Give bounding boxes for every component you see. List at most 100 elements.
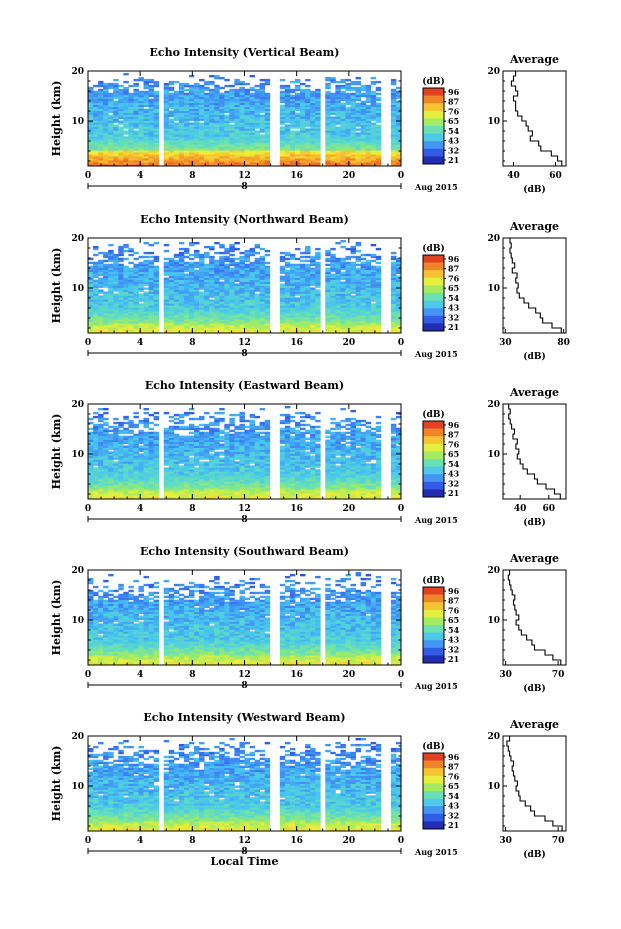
colorbar-tick-label: 54	[448, 625, 460, 635]
x-tick-label: 4	[137, 670, 143, 680]
profile-title: Average	[509, 718, 559, 731]
x-tick-label: 20	[343, 504, 356, 514]
colorbar-tick-label: 65	[448, 615, 459, 625]
y-tick-label: 20	[71, 67, 84, 77]
colorbar-tick-label: 43	[448, 801, 460, 811]
colorbar-segment	[423, 617, 444, 626]
y-axis-label: Height (km)	[50, 248, 63, 324]
colorbar-segment	[423, 466, 444, 475]
colorbar-tick-label: 32	[448, 145, 459, 155]
profile-y-tick-label: 20	[487, 566, 500, 576]
panel-2: Echo Intensity (Northward Beam) 20 10 Heigh…	[50, 213, 570, 362]
profile-y-tick-label: 10	[487, 782, 500, 792]
x-tick-label: 16	[290, 504, 303, 514]
x-tick-label: 0	[398, 171, 404, 181]
x-tick-label: 16	[290, 836, 303, 846]
colorbar-segment	[423, 791, 444, 799]
x-tick-label: 8	[189, 836, 195, 846]
colorbar-tick-label: 96	[448, 752, 460, 762]
panel-1: Echo Intensity (Vertical Beam) 20 10 Height…	[50, 46, 567, 195]
colorbar-segment	[423, 655, 444, 664]
heatmap-title: Echo Intensity (Vertical Beam)	[149, 46, 339, 59]
profile-frame	[502, 403, 567, 500]
colorbar-tick-label: 65	[448, 781, 459, 791]
colorbar-tick-label: 54	[448, 293, 460, 303]
profile-line	[508, 404, 561, 499]
colorbar-tick-label: 43	[448, 635, 460, 645]
x-tick-label: 0	[398, 670, 404, 680]
x-tick-label: 20	[343, 171, 356, 181]
profile-x-tick-label: 40	[507, 171, 520, 181]
colorbar-segment	[423, 88, 444, 96]
heatmap-cells	[88, 405, 402, 500]
profile-y-tick-label: 20	[487, 400, 500, 410]
colorbar-segment	[423, 594, 444, 603]
x-tick-label: 0	[85, 171, 91, 181]
y-tick-label: 10	[71, 782, 84, 792]
colorbar-tick-label: 65	[448, 116, 459, 126]
colorbar-segment	[423, 428, 444, 437]
profile-x-tick-label: 60	[543, 504, 556, 514]
colorbar-tick-label: 21	[448, 820, 459, 830]
heatmap-cells	[88, 737, 402, 832]
colorbar-segment	[423, 118, 444, 127]
date-suffix: Aug 2015	[414, 349, 458, 359]
profile-frame	[502, 237, 567, 334]
x-tick-label: 0	[85, 338, 91, 348]
colorbar-tick-label: 87	[448, 97, 459, 107]
x-tick-label: 16	[290, 338, 303, 348]
profile-x-tick-label: 30	[499, 338, 512, 348]
colorbar-tick-label: 87	[448, 264, 459, 274]
colorbar-tick-label: 87	[448, 762, 459, 772]
colorbar-tick-label: 65	[448, 283, 459, 293]
colorbar-segment	[423, 293, 444, 301]
profile-x-tick-label: 70	[552, 670, 565, 680]
panel-4: Echo Intensity (Southward Beam) 20 10 Heigh…	[50, 545, 567, 694]
x-tick-label: 8	[189, 670, 195, 680]
colorbar-segment	[423, 451, 444, 460]
colorbar-segment	[423, 806, 444, 815]
colorbar-segment	[423, 798, 444, 807]
colorbar-segment	[423, 768, 444, 777]
x-tick-label: 8	[189, 504, 195, 514]
x-tick-label: 12	[238, 670, 251, 680]
heatmap-cells	[88, 571, 402, 666]
y-tick-label: 20	[71, 566, 84, 576]
y-axis-label: Height (km)	[50, 414, 63, 490]
profile-x-tick-label: 30	[499, 836, 512, 846]
colorbar-tick-label: 32	[448, 478, 459, 488]
colorbar-segment	[423, 262, 444, 271]
colorbar-segment	[423, 270, 444, 279]
x-tick-label: 0	[398, 836, 404, 846]
colorbar-unit: (dB)	[422, 76, 444, 87]
profile-y-tick-label: 10	[487, 117, 500, 127]
colorbar-segment	[423, 481, 444, 490]
colorbar-tick-label: 32	[448, 810, 459, 820]
colorbar-segment	[423, 632, 444, 641]
profile-title: Average	[509, 386, 559, 399]
colorbar-tick-label: 21	[448, 654, 459, 664]
profile-line	[510, 71, 563, 166]
colorbar-segment	[423, 277, 444, 286]
x-tick-label: 12	[238, 171, 251, 181]
x-tick-label: 20	[343, 338, 356, 348]
x-tick-label: 8	[189, 171, 195, 181]
profile-title: Average	[509, 552, 559, 565]
date-suffix: Aug 2015	[414, 515, 458, 525]
date-label: 8	[241, 847, 247, 857]
colorbar-tick-label: 43	[448, 303, 460, 313]
colorbar-segment	[423, 95, 444, 104]
x-tick-label: 16	[290, 670, 303, 680]
colorbar-segment	[423, 459, 444, 467]
x-tick-label: 4	[137, 836, 143, 846]
x-tick-label: 12	[238, 836, 251, 846]
y-axis-label: Height (km)	[50, 746, 63, 822]
colorbar-segment	[423, 255, 444, 263]
heatmap-title: Echo Intensity (Eastward Beam)	[145, 379, 344, 392]
profile-x-tick-label: 60	[549, 171, 562, 181]
colorbar-tick-label: 43	[448, 136, 460, 146]
colorbar-segment	[423, 753, 444, 761]
colorbar-tick-label: 76	[448, 605, 460, 615]
profile-x-label: (dB)	[523, 351, 545, 362]
colorbar-tick-label: 43	[448, 469, 460, 479]
